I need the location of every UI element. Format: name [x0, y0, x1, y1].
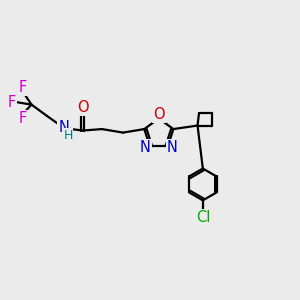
Text: O: O [77, 100, 88, 116]
Text: F: F [19, 111, 27, 126]
Text: O: O [153, 107, 165, 122]
Text: F: F [19, 80, 27, 95]
Text: N: N [167, 140, 178, 155]
Text: F: F [8, 95, 16, 110]
Text: N: N [58, 120, 69, 135]
Text: Cl: Cl [196, 210, 210, 225]
Text: N: N [140, 140, 151, 155]
Text: H: H [63, 129, 73, 142]
